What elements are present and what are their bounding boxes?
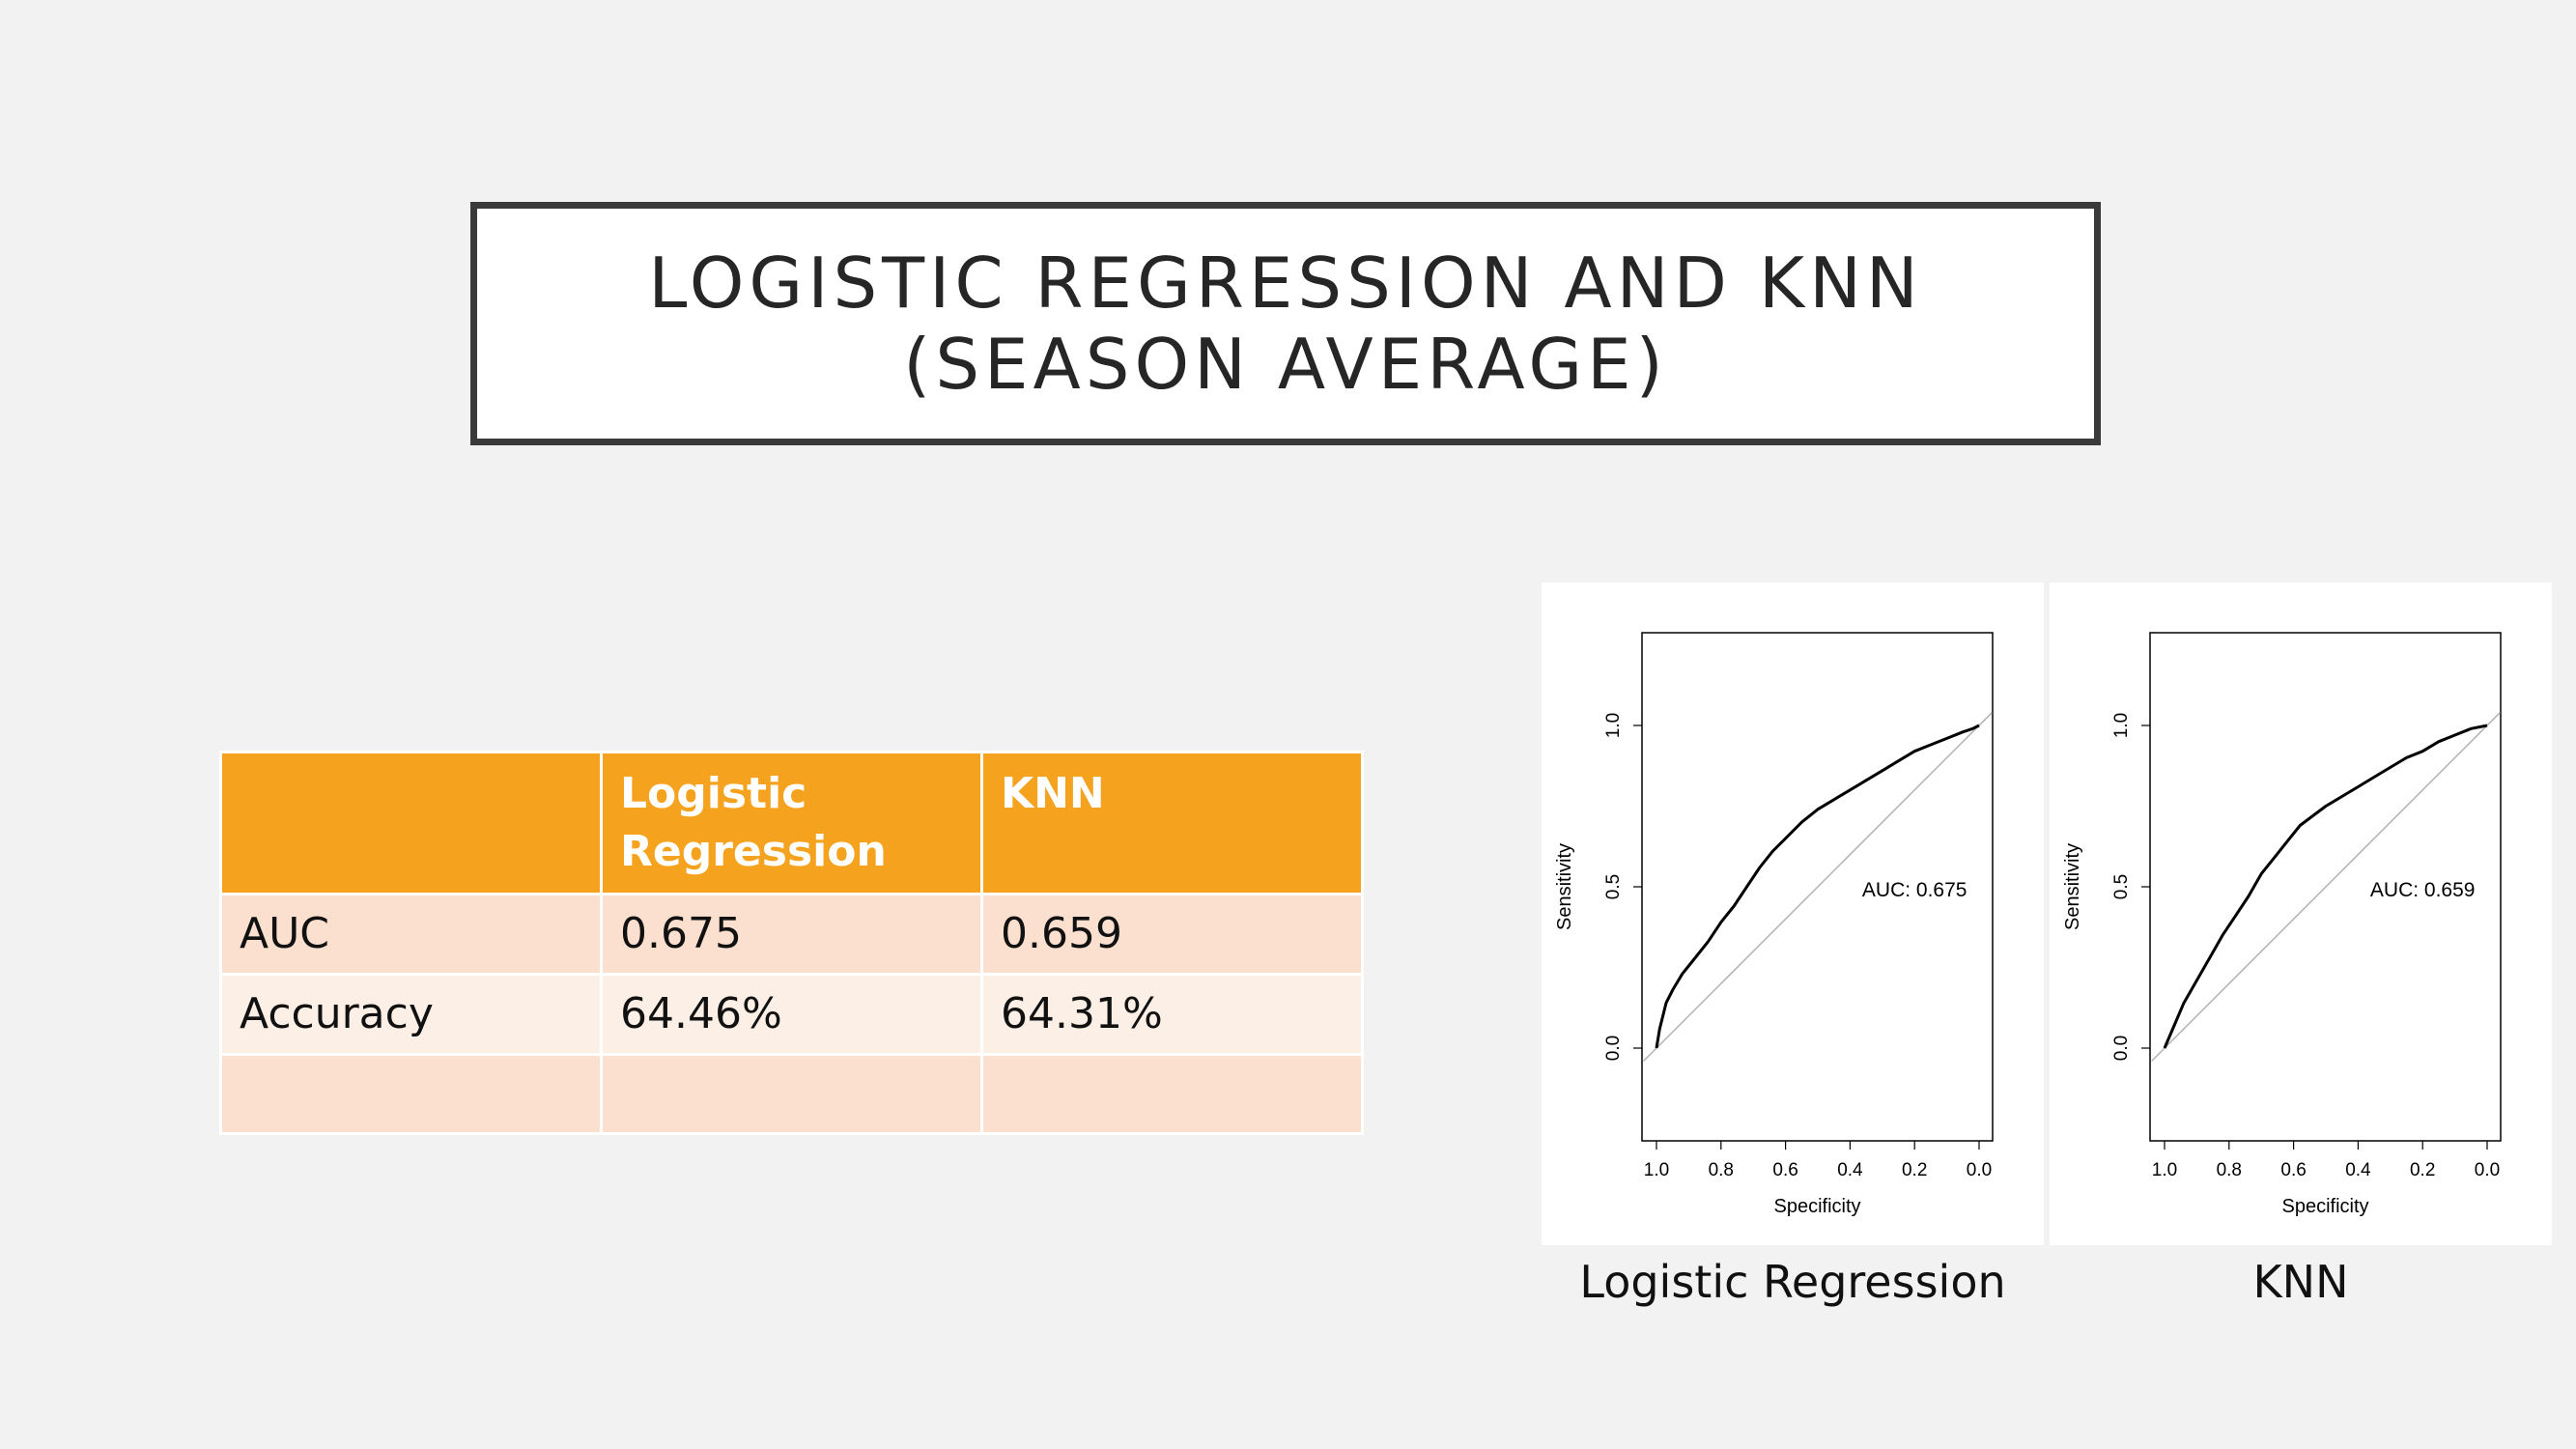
x-tick-label: 0.0 bbox=[2475, 1160, 2500, 1180]
roc-plot-knn: 1.0 0.8 0.6 0.4 0.2 0.0 0.0 0.5 1.0 Specificity Se… bbox=[2050, 582, 2552, 1245]
roc-curve-line bbox=[2163, 724, 2488, 1049]
y-axis-label: Sensitivity bbox=[2062, 843, 2083, 930]
y-tick-label: 1.0 bbox=[2111, 713, 2132, 738]
table-cell: 64.46% bbox=[600, 973, 983, 1056]
x-tick-label: 0.8 bbox=[2217, 1160, 2242, 1180]
x-axis-label: Specificity bbox=[2281, 1196, 2368, 1217]
roc-chart-svg: 1.0 0.8 0.6 0.4 0.2 0.0 0.0 0.5 1.0 Specificity Se… bbox=[2062, 632, 2502, 1217]
x-tick-label: 0.0 bbox=[1967, 1160, 1992, 1180]
y-tick-label: 0.0 bbox=[1603, 1036, 1624, 1061]
table-cell bbox=[980, 1053, 1364, 1135]
x-tick-label: 1.0 bbox=[2152, 1160, 2177, 1180]
x-tick-label: 0.4 bbox=[1837, 1160, 1863, 1180]
x-tick-label: 0.4 bbox=[2345, 1160, 2371, 1180]
y-tick-label: 0.5 bbox=[2111, 874, 2132, 899]
reference-diagonal bbox=[1643, 712, 1993, 1062]
table-cell bbox=[219, 1053, 603, 1135]
x-axis-label: Specificity bbox=[1773, 1196, 1860, 1217]
reference-diagonal bbox=[2151, 712, 2501, 1062]
auc-annotation: AUC: 0.675 bbox=[1862, 879, 1967, 901]
x-tick-label: 0.6 bbox=[2280, 1160, 2306, 1180]
x-tick-label: 0.8 bbox=[1709, 1160, 1734, 1180]
roc-chart-svg: 1.0 0.8 0.6 0.4 0.2 0.0 0.0 0.5 1.0 Specificity Se… bbox=[1554, 632, 1994, 1217]
caption-knn: KNN bbox=[2252, 1256, 2349, 1308]
y-tick-label: 0.0 bbox=[2111, 1036, 2132, 1061]
table-header-cell: Logistic Regression bbox=[600, 751, 983, 895]
x-tick-label: 0.2 bbox=[2410, 1160, 2435, 1180]
slide-title-line-1: LOGISTIC REGRESSION AND KNN bbox=[648, 242, 1923, 324]
table-row bbox=[219, 1053, 1364, 1135]
y-axis-label: Sensitivity bbox=[1554, 843, 1575, 930]
table-cell: AUC bbox=[219, 893, 603, 976]
table-row: AUC 0.675 0.659 bbox=[219, 893, 1364, 976]
table-header-row: Logistic Regression KNN bbox=[219, 751, 1364, 895]
caption-logistic-regression: Logistic Regression bbox=[1579, 1256, 2006, 1308]
y-tick-label: 1.0 bbox=[1603, 713, 1624, 738]
table-header-cell bbox=[219, 751, 603, 895]
auc-annotation: AUC: 0.659 bbox=[2370, 879, 2476, 901]
roc-plot-logistic-regression: 1.0 0.8 0.6 0.4 0.2 0.0 0.0 0.5 1.0 Specificity Se… bbox=[1542, 582, 2044, 1245]
slide-title-line-2: (SEASON AVERAGE) bbox=[903, 324, 1668, 405]
table-header-cell: KNN bbox=[980, 751, 1364, 895]
x-tick-label: 0.2 bbox=[1902, 1160, 1927, 1180]
results-table: Logistic Regression KNN AUC 0.675 0.659 … bbox=[219, 751, 1364, 1135]
y-tick-label: 0.5 bbox=[1603, 874, 1624, 899]
table-cell: 0.675 bbox=[600, 893, 983, 976]
x-tick-label: 1.0 bbox=[1644, 1160, 1669, 1180]
table-cell bbox=[600, 1053, 983, 1135]
roc-curve-line bbox=[1655, 724, 1980, 1049]
table-cell: 0.659 bbox=[980, 893, 1364, 976]
table-cell: Accuracy bbox=[219, 973, 603, 1056]
table-cell: 64.31% bbox=[980, 973, 1364, 1056]
table-row: Accuracy 64.46% 64.31% bbox=[219, 973, 1364, 1056]
x-tick-label: 0.6 bbox=[1772, 1160, 1798, 1180]
slide-title-box: LOGISTIC REGRESSION AND KNN (SEASON AVER… bbox=[470, 202, 2101, 445]
